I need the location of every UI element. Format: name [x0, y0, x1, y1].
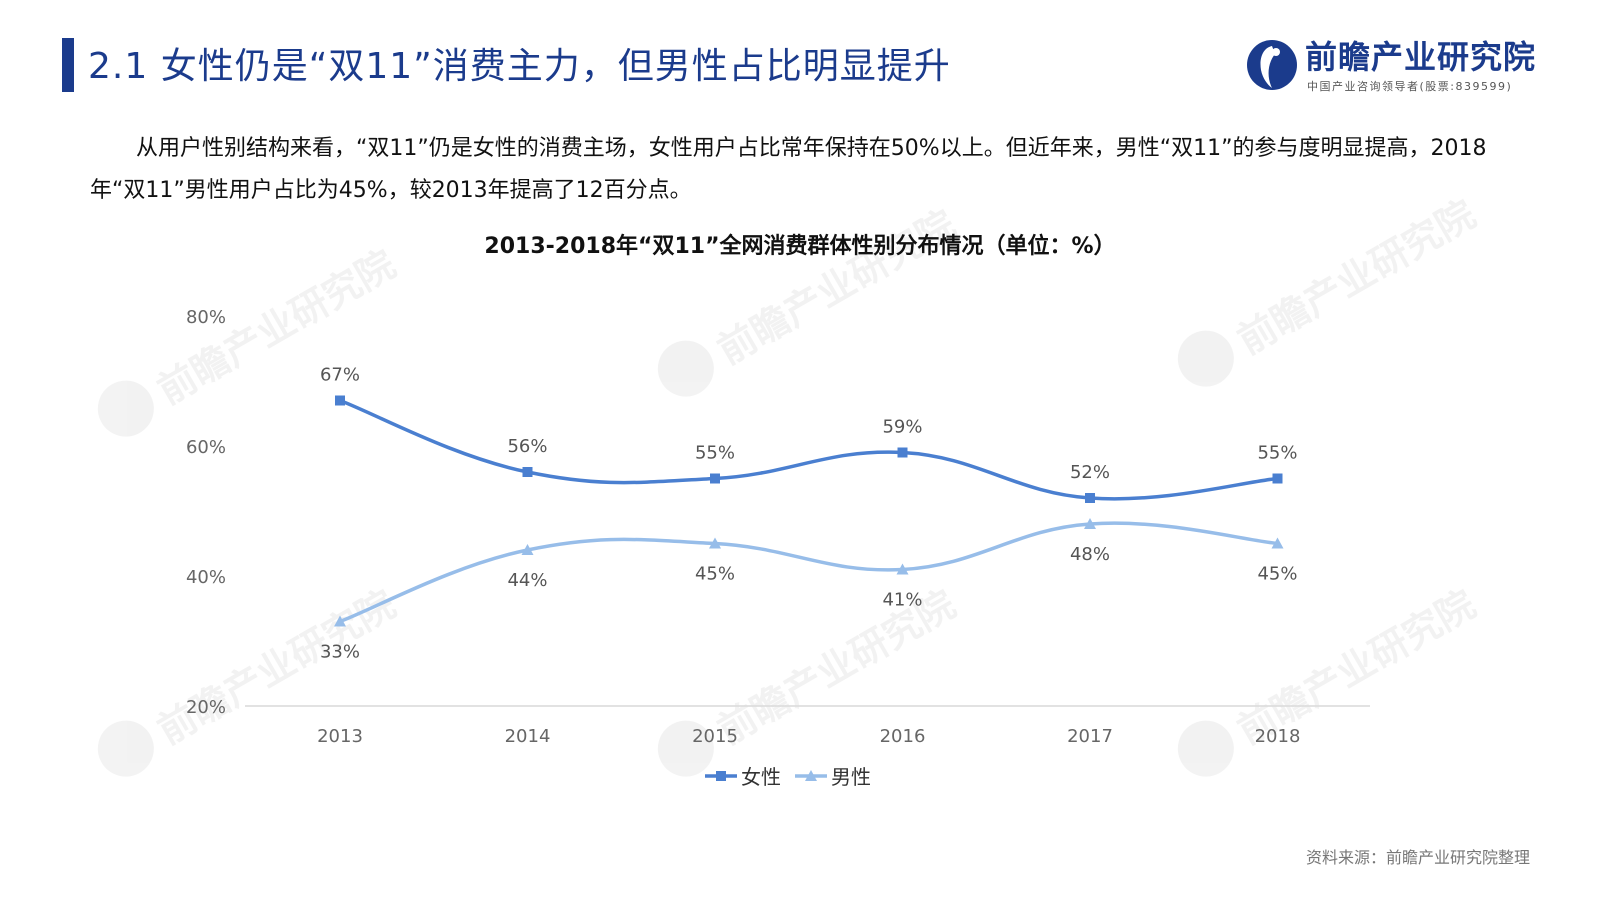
x-tick-label: 2016 [880, 726, 926, 747]
data-label: 55% [1257, 443, 1297, 464]
intro-paragraph: 从用户性别结构来看，“双11”仍是女性的消费主场，女性用户占比常年保持在50%以… [90, 128, 1530, 212]
data-point-marker [335, 395, 345, 406]
legend-marker [805, 770, 817, 781]
y-tick-label: 40% [186, 567, 226, 588]
y-tick-label: 20% [186, 697, 226, 718]
x-tick-label: 2013 [317, 726, 363, 747]
title-accent-bar [62, 38, 74, 92]
series-line-女性 [339, 398, 1278, 501]
data-point-marker [710, 473, 720, 484]
logo-mark-icon [1247, 40, 1297, 90]
y-tick-label: 80% [186, 307, 226, 328]
company-logo: 前瞻产业研究院 中国产业咨询领导者(股票:839599) [1245, 38, 1565, 100]
data-point-marker [521, 544, 534, 555]
source-note: 资料来源：前瞻产业研究院整理 [1305, 848, 1530, 867]
y-tick-label: 60% [186, 437, 226, 458]
data-label: 67% [320, 365, 360, 386]
data-point-marker [522, 467, 533, 477]
series-line-男性 [339, 521, 1278, 624]
data-point-marker [1271, 537, 1284, 549]
data-label: 55% [695, 443, 735, 464]
legend-label: 男性 [831, 765, 871, 789]
data-label: 59% [882, 417, 922, 438]
data-point-marker [1272, 473, 1283, 484]
legend-marker [716, 771, 726, 781]
data-point-marker [1085, 493, 1095, 503]
data-label: 44% [507, 570, 547, 591]
data-label: 56% [507, 436, 547, 457]
data-point-marker [896, 563, 909, 575]
data-point-marker [334, 615, 346, 627]
data-label: 48% [1070, 544, 1110, 565]
x-tick-label: 2018 [1255, 726, 1301, 747]
page-title: 2.1 女性仍是“双11”消费主力，但男性占比明显提升 [88, 46, 951, 87]
data-label: 45% [695, 564, 735, 585]
x-tick-label: 2017 [1067, 726, 1113, 747]
logo-name: 前瞻产业研究院 [1305, 38, 1537, 76]
data-label: 33% [320, 642, 360, 663]
intro-text: 从用户性别结构来看，“双11”仍是女性的消费主场，女性用户占比常年保持在50%以… [90, 136, 1487, 203]
x-tick-label: 2014 [505, 726, 551, 747]
data-label: 41% [882, 590, 922, 611]
legend-label: 女性 [741, 765, 781, 789]
chart-title: 2013-2018年“双11”全网消费群体性别分布情况（单位：%） [484, 234, 1116, 259]
data-point-marker [897, 447, 908, 458]
data-label: 52% [1070, 462, 1110, 483]
data-point-marker [1084, 518, 1096, 529]
x-tick-label: 2015 [692, 726, 738, 747]
data-label: 45% [1257, 564, 1297, 585]
data-point-marker [709, 537, 721, 549]
logo-subtitle: 中国产业咨询领导者(股票:839599) [1307, 80, 1513, 93]
